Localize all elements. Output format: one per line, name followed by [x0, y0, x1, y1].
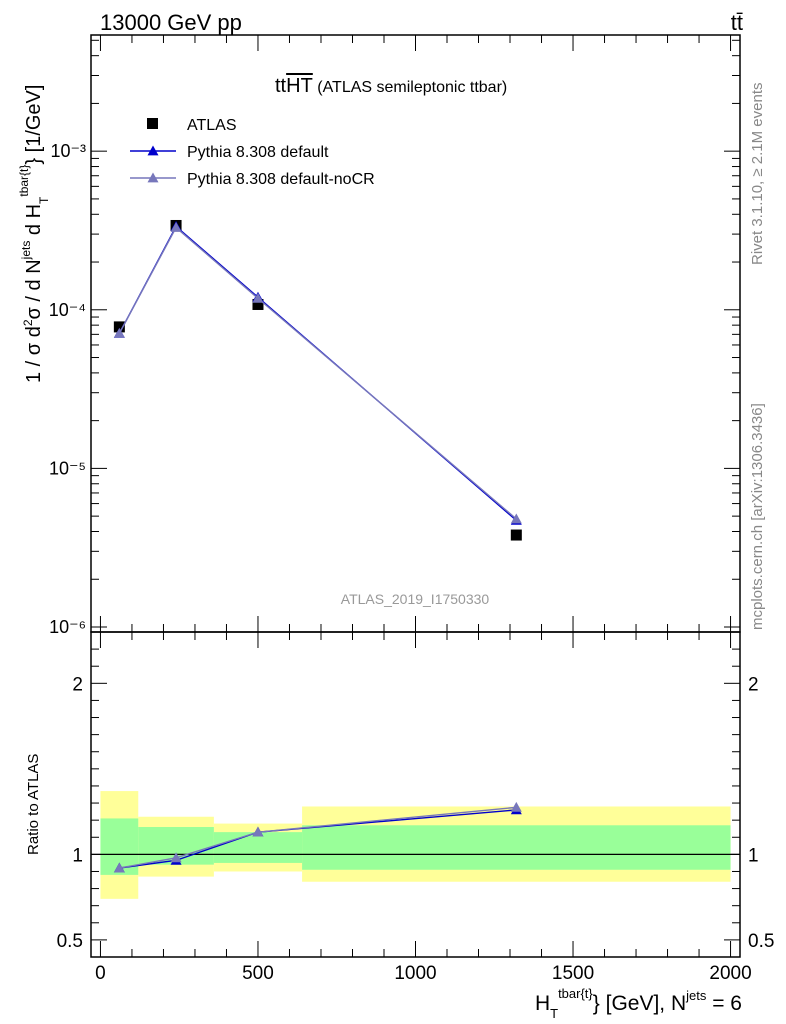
mcplots-source-label: mcplots.cern.ch [arXiv:1306.3436] [749, 403, 766, 630]
uncertainty-band-bin [302, 825, 731, 870]
legend-marker-triangle [147, 172, 159, 183]
legend-marker-triangle [147, 145, 159, 156]
y-tick-label: 10⁻⁶ [49, 617, 86, 637]
main-axis-ticks: 10⁻⁶ 10⁻⁵ 10⁻⁴ 10⁻³ [49, 35, 740, 637]
uncertainty-bands [100, 791, 731, 899]
ratio-panel-frame [90, 631, 741, 958]
legend-entry-label: ATLAS [187, 117, 237, 134]
ratio-y-tick-label: 1 [72, 845, 83, 866]
mc-series-point [170, 222, 182, 232]
legend-entry-label: Pythia 8.308 default-noCR [187, 171, 375, 188]
rivet-version-label: Rivet 3.1.10, ≥ 2.1M events [749, 83, 766, 266]
mc-series-point [510, 513, 522, 524]
y-tick-label: 10⁻⁴ [49, 300, 86, 320]
ratio-axis-ticks: 0.5 0.5 1 1 2 2 0 500 1000 1500 2000 [57, 632, 774, 984]
atlas-data-point [113, 321, 125, 333]
y-axis-label: 1 / σ d2σ / d Njets d HTtbar{t}} [1/GeV] [17, 85, 51, 383]
x-tick-label: 2000 [709, 963, 751, 984]
ratio-y-tick-label: 2 [72, 674, 83, 695]
ratio-series-group [113, 801, 522, 873]
ratio-y-tick-label: 0.5 [57, 931, 83, 952]
legend-entry-label: Pythia 8.308 default [187, 144, 329, 161]
mc-series-line [118, 225, 517, 521]
atlas-data-point [252, 298, 264, 310]
atlas-data-point [510, 529, 522, 541]
y-tick-label: 10⁻⁵ [49, 458, 86, 478]
ratio-series-line [119, 809, 517, 869]
x-tick-label: 0 [95, 963, 106, 984]
header-left-label: 13000 GeV pp [100, 10, 242, 35]
ratio-y-tick-label-right: 2 [748, 674, 759, 695]
ratio-series-point [170, 852, 182, 863]
chart-legend: ATLAS Pythia 8.308 default Pythia 8.308 de… [130, 117, 375, 188]
ratio-y-tick-label-right: 1 [748, 845, 759, 866]
header-right-label: tt̄ [731, 10, 743, 35]
ratio-y-axis-label: Ratio to ATLAS [25, 754, 42, 855]
main-series-group [113, 219, 522, 541]
ratio-series-point [510, 801, 522, 812]
mc-series-line [118, 226, 517, 520]
x-tick-label: 1000 [394, 963, 436, 984]
x-tick-label: 500 [242, 963, 274, 984]
mc-series-point [252, 292, 264, 303]
x-axis-label: HTtbar{t}} [GeV], Njets = 6 [535, 986, 742, 1021]
y-tick-label: 10⁻³ [50, 141, 86, 161]
chart-title: ttHT (ATLAS semileptonic ttbar) [275, 75, 507, 97]
analysis-watermark: ATLAS_2019_I1750330 [341, 591, 490, 607]
legend-marker-atlas [147, 118, 158, 129]
mc-series-point [113, 327, 125, 338]
uncertainty-band-bin [213, 832, 303, 863]
x-tick-label: 1500 [552, 963, 594, 984]
ratio-series-point [252, 826, 264, 837]
ratio-y-tick-label-right: 0.5 [748, 931, 774, 952]
ratio-series-point [113, 862, 125, 873]
ratio-series-line [119, 806, 517, 869]
